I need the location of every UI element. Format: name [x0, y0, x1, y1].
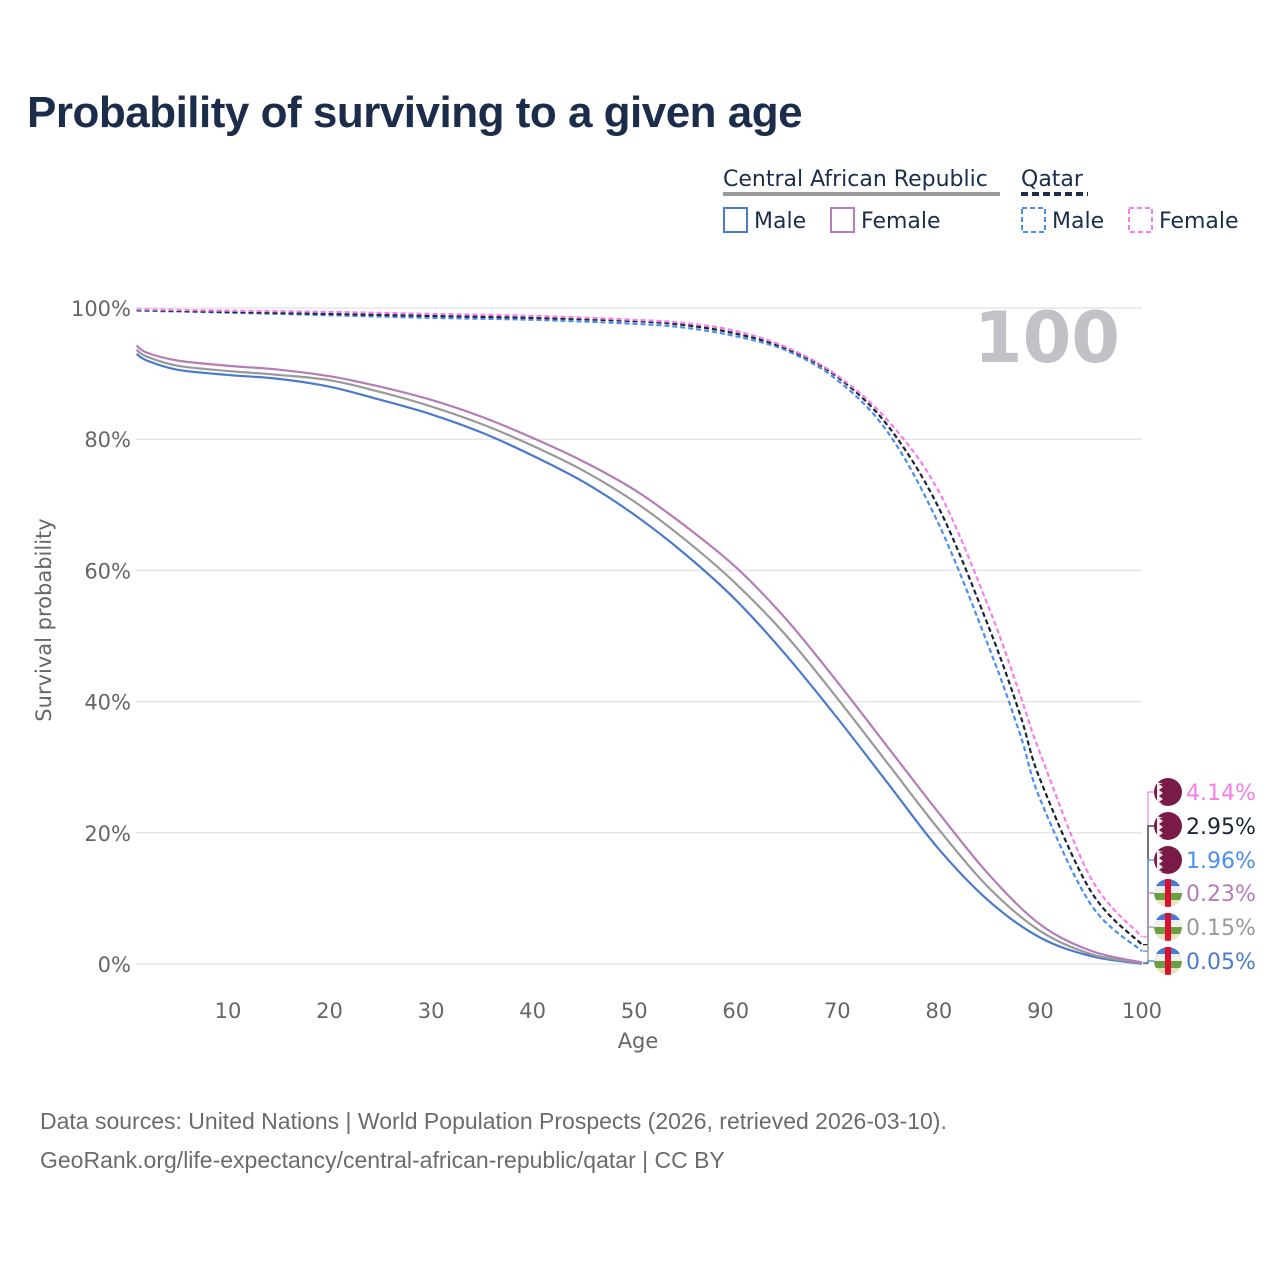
qatar-flag-icon — [1154, 778, 1182, 806]
series-line — [135, 344, 1143, 964]
x-tick-label: 80 — [926, 999, 953, 1023]
series-line — [136, 309, 1143, 952]
legend-swatch[interactable] — [723, 207, 748, 233]
y-tick-label: 100% — [71, 297, 131, 321]
legend-swatch[interactable] — [830, 207, 855, 233]
chart-title: Probability of surviving to a given age — [27, 88, 803, 137]
series-line — [136, 308, 1143, 938]
end-value-label: 1.96% — [1186, 849, 1256, 874]
legend: Central African Republic Qatar Male Female M… — [723, 167, 1239, 234]
end-value-label: 0.23% — [1186, 882, 1256, 907]
y-tick-label: 40% — [84, 691, 131, 715]
label-connector — [1143, 960, 1155, 965]
qatar-flag-icon — [1154, 812, 1182, 840]
x-tick-label: 100 — [1122, 999, 1162, 1023]
legend-item-label[interactable]: Female — [1159, 209, 1239, 234]
label-connector — [1143, 859, 1155, 952]
y-tick-label: 60% — [84, 559, 131, 583]
y-axis-label: Survival probability — [32, 518, 56, 721]
qatar-flag-icon — [1154, 846, 1182, 874]
x-tick-label: 40 — [519, 999, 546, 1023]
x-tick-label: 30 — [418, 999, 445, 1023]
x-tick-label: 90 — [1027, 999, 1054, 1023]
label-connector — [1143, 791, 1155, 938]
legend-group-qatar: Qatar — [1021, 167, 1084, 192]
legend-item-label[interactable]: Male — [1052, 209, 1104, 234]
car-flag-icon — [1154, 913, 1182, 941]
legend-swatch[interactable] — [1128, 207, 1153, 233]
end-value-label: 4.14% — [1186, 781, 1256, 806]
x-tick-label: 50 — [621, 999, 648, 1023]
legend-group-car: Central African Republic — [723, 167, 988, 192]
x-tick-label: 10 — [215, 999, 242, 1023]
series-line — [136, 308, 1143, 946]
legend-swatch[interactable] — [1021, 207, 1046, 233]
x-tick-label: 20 — [316, 999, 343, 1023]
x-tick-label: 60 — [722, 999, 749, 1023]
y-tick-label: 80% — [84, 428, 131, 452]
age-watermark: 100 — [974, 297, 1120, 379]
end-value-label: 0.05% — [1186, 950, 1256, 975]
car-flag-icon — [1154, 947, 1182, 975]
source-line-2[interactable]: GeoRank.org/life-expectancy/central-afri… — [40, 1147, 725, 1173]
end-value-label: 2.95% — [1186, 815, 1256, 840]
series-line — [135, 349, 1143, 965]
x-axis-label: Age — [618, 1029, 659, 1053]
y-tick-label: 20% — [84, 822, 131, 846]
label-connector — [1143, 892, 1155, 964]
y-tick-label: 0% — [98, 953, 131, 977]
label-connector — [1143, 926, 1155, 964]
legend-item-label[interactable]: Female — [861, 209, 941, 234]
car-flag-icon — [1154, 879, 1182, 907]
legend-item-label[interactable]: Male — [754, 209, 806, 234]
series-line — [135, 352, 1143, 965]
end-value-label: 0.15% — [1186, 916, 1256, 941]
x-tick-label: 70 — [824, 999, 851, 1023]
source-line-1: Data sources: United Nations | World Pop… — [40, 1108, 947, 1134]
